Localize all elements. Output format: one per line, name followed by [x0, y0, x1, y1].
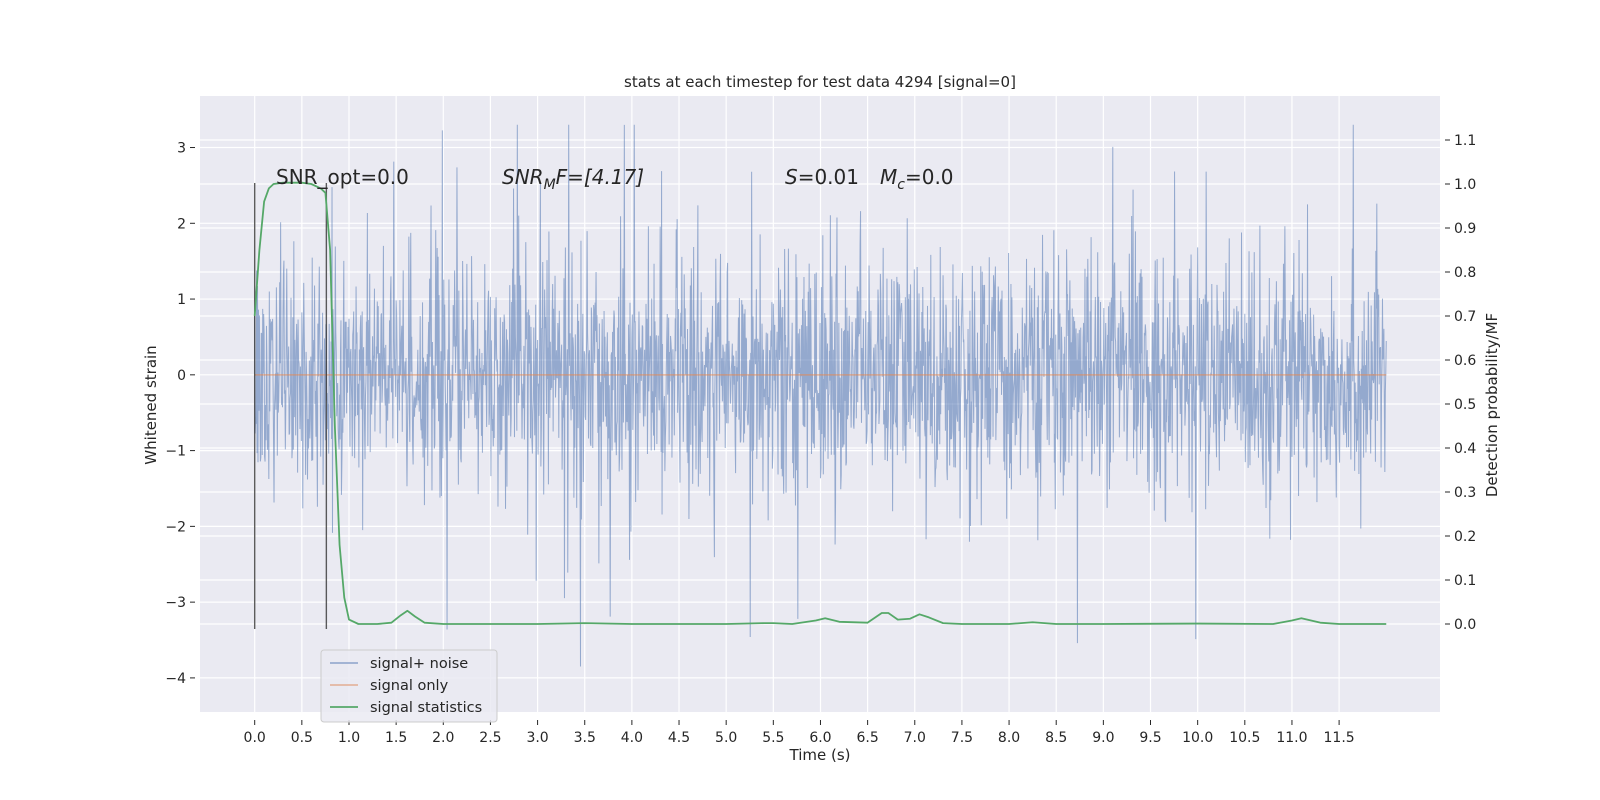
x-tick-label: 2.0 — [432, 730, 454, 746]
x-tick-label: 4.5 — [668, 730, 690, 746]
x-tick-label: 10.5 — [1229, 730, 1260, 746]
lines-layer — [253, 181, 1387, 629]
x-tick-label: 7.5 — [951, 730, 973, 746]
x-tick-label: 5.5 — [762, 730, 784, 746]
right-y-tick-label: 0.4 — [1454, 441, 1476, 457]
y-tick-label: −2 — [165, 519, 186, 535]
s-annotation: S=0.01 — [785, 165, 859, 189]
mc-annotation: Mc=0.0 — [880, 165, 954, 193]
x-ticks: 0.0 0.5 1.0 1.5 2.0 2.5 3.0 3.5 4.0 4.5 5.0 5.5 6.0 6… — [244, 720, 1355, 746]
right-y-tick-label: 0.0 — [1454, 617, 1476, 633]
x-axis-label: Time (s) — [789, 746, 851, 764]
x-tick-label: 7.0 — [904, 730, 926, 746]
right-y-tick-label: 0.1 — [1454, 573, 1476, 589]
right-y-axis-label: Detection probability/MF — [1483, 313, 1501, 497]
x-tick-label: 1.5 — [385, 730, 407, 746]
right-y-tick-label: 1.1 — [1454, 133, 1476, 149]
y-tick-label: −3 — [165, 595, 186, 611]
x-tick-label: 8.0 — [998, 730, 1020, 746]
x-tick-label: 1.0 — [338, 730, 360, 746]
right-y-tick-label: 0.9 — [1454, 221, 1476, 237]
legend-label-signal-noise: signal+ noise — [370, 656, 468, 672]
right-y-tick-label: 0.7 — [1454, 309, 1476, 325]
snr-mf-annotation: SNRMF=[4.17] — [502, 165, 644, 193]
x-tick-label: 6.0 — [809, 730, 831, 746]
legend-label-signal-statistics: signal statistics — [370, 700, 482, 716]
series-signal-noise — [254, 124, 1387, 667]
snr-opt-annotation: SNR_opt=0.0 — [276, 165, 409, 189]
legend: signal+ noise signal only signal statist… — [320, 649, 498, 723]
left-y-ticks: 3 2 1 0 −1 −2 −3 −4 — [165, 141, 195, 687]
right-y-tick-label: 0.2 — [1454, 529, 1476, 545]
y-tick-label: −4 — [165, 671, 186, 687]
x-tick-label: 9.0 — [1092, 730, 1114, 746]
chart-title: stats at each timestep for test data 429… — [624, 73, 1016, 91]
x-tick-label: 8.5 — [1045, 730, 1067, 746]
x-tick-label: 6.5 — [856, 730, 878, 746]
x-tick-label: 9.5 — [1139, 730, 1161, 746]
series-signal-statistics — [253, 181, 1387, 625]
right-y-tick-label: 0.5 — [1454, 397, 1476, 413]
x-tick-label: 5.0 — [715, 730, 737, 746]
x-tick-label: 2.5 — [479, 730, 501, 746]
y-tick-label: 0 — [177, 368, 186, 384]
x-tick-label: 11.0 — [1276, 730, 1307, 746]
x-tick-label: 4.0 — [621, 730, 643, 746]
x-tick-label: 10.0 — [1182, 730, 1213, 746]
legend-box — [320, 649, 498, 723]
x-tick-label: 0.0 — [244, 730, 266, 746]
y-tick-label: −1 — [165, 444, 186, 460]
right-y-ticks: 1.1 1.0 0.9 0.8 0.7 0.6 0.5 0.4 0.3 0.2 0.1 0.0 — [1445, 133, 1476, 633]
x-tick-label: 3.5 — [574, 730, 596, 746]
y-tick-label: 2 — [177, 216, 186, 232]
legend-label-signal-only: signal only — [370, 678, 449, 694]
right-y-tick-label: 0.6 — [1454, 353, 1476, 369]
x-tick-label: 0.5 — [291, 730, 313, 746]
y-tick-label: 1 — [177, 292, 186, 308]
right-y-tick-label: 1.0 — [1454, 177, 1476, 193]
y-axis-label: Whitened strain — [142, 345, 160, 464]
signal-noise-layer — [254, 124, 1387, 667]
x-tick-label: 3.0 — [526, 730, 548, 746]
right-y-tick-label: 0.3 — [1454, 485, 1476, 501]
right-y-tick-label: 0.8 — [1454, 265, 1476, 281]
y-tick-label: 3 — [177, 141, 186, 157]
x-tick-label: 11.5 — [1324, 730, 1355, 746]
